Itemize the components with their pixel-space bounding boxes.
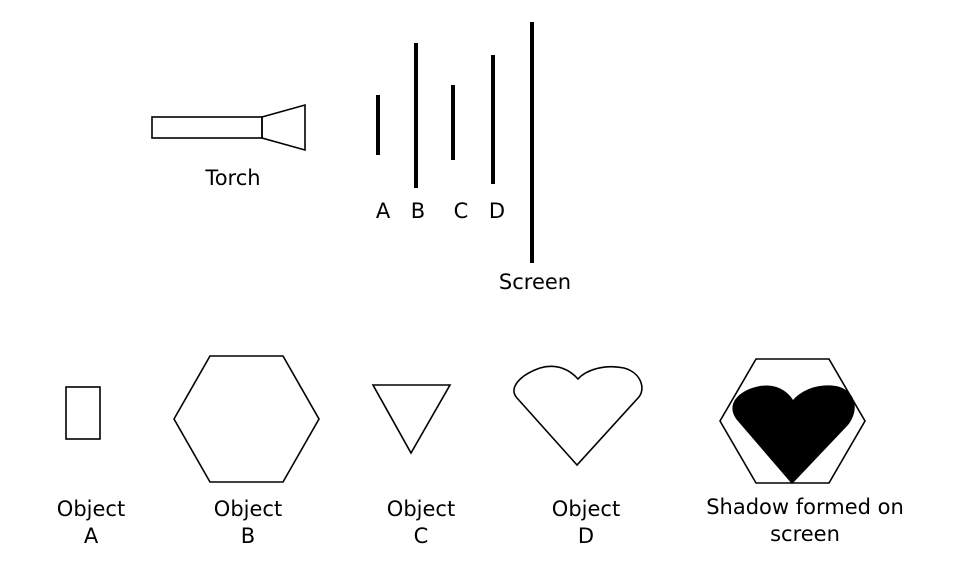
object-d-shape [513,365,643,467]
object-a-caption-line2: A [83,524,99,548]
object-c-caption-line1: Object [386,497,456,521]
torch-handle [151,116,263,139]
object-b-caption: Object B [214,496,282,550]
shadow-caption-line2: screen [770,522,840,546]
shadow-caption: Shadow formed on screen [706,494,904,548]
object-b-shape [173,355,320,483]
object-c-caption: Object C [387,496,455,550]
torch-label: Torch [205,166,261,190]
shadow-heart-fill [732,385,855,484]
object-a-caption-line1: Object [56,497,126,521]
torch-icon [151,103,306,152]
object-b-caption-line2: B [240,524,256,548]
object-a-caption: Object A [57,496,125,550]
object-c-shape [371,384,452,455]
object-a-shape [65,386,101,440]
position-label-c: C [453,199,469,223]
object-d-caption: Object D [552,496,620,550]
position-label-a: A [375,199,391,223]
shadow-illustration [719,358,866,484]
object-d-caption-line2: D [577,524,595,548]
object-d-caption-line1: Object [551,497,621,521]
screen-label: Screen [498,270,572,294]
torch-head [261,103,306,152]
position-label-b: B [410,199,426,223]
object-b-caption-line1: Object [213,497,283,521]
object-c-caption-line2: C [413,524,429,548]
position-label-d: D [488,199,506,223]
shadow-hexagon-outline [719,358,866,484]
shadow-caption-line1: Shadow formed on [706,495,904,519]
